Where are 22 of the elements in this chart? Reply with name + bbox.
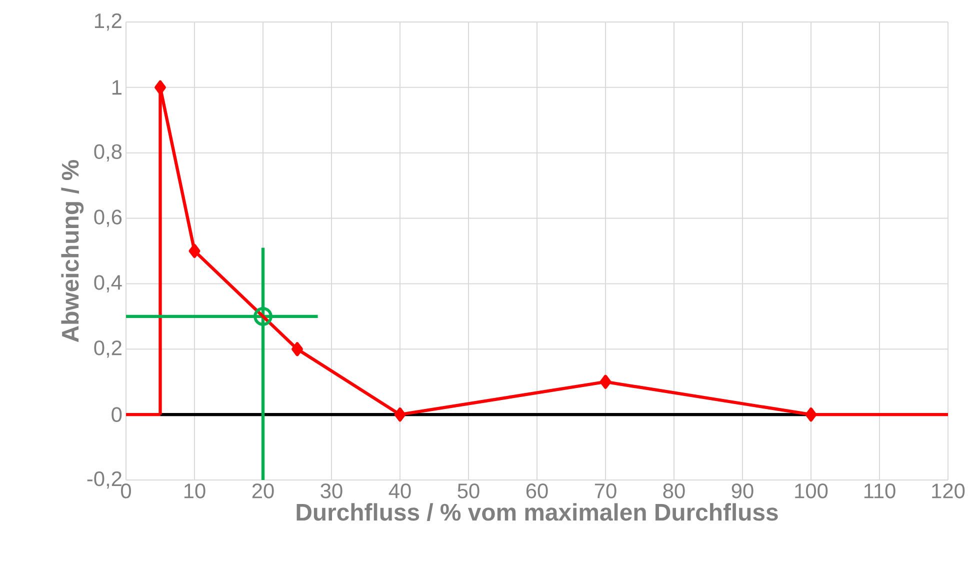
x-tick-label: 60 <box>526 484 548 498</box>
y-tick-label: 0,2 <box>94 340 122 358</box>
x-tick-label: 110 <box>864 484 896 498</box>
y-tick-label: 1,2 <box>94 13 122 31</box>
x-axis-title: Durchfluss / % vom maximalen Durchfluss <box>296 503 778 521</box>
x-tick-label: 50 <box>458 484 480 498</box>
x-tick-label: 90 <box>732 484 754 498</box>
y-tick-label: 0,6 <box>94 210 122 227</box>
y-tick-label: -0,2 <box>87 471 122 489</box>
y-tick-label: 0 <box>112 407 122 422</box>
y-tick-label: 0,4 <box>94 275 122 292</box>
y-tick-label: 1 <box>112 80 122 95</box>
x-tick-label: 10 <box>184 484 206 498</box>
x-tick-label: 100 <box>795 484 828 498</box>
x-tick-label: 30 <box>320 484 342 498</box>
x-tick-label: 70 <box>594 484 616 498</box>
x-tick-label: 20 <box>252 484 274 498</box>
y-tick-label: 0,8 <box>94 144 122 162</box>
x-tick-label: 80 <box>663 484 685 498</box>
y-axis-title: Abweichung / % <box>61 160 84 342</box>
x-tick-label: 40 <box>388 484 411 498</box>
x-tick-label: 120 <box>932 484 965 498</box>
